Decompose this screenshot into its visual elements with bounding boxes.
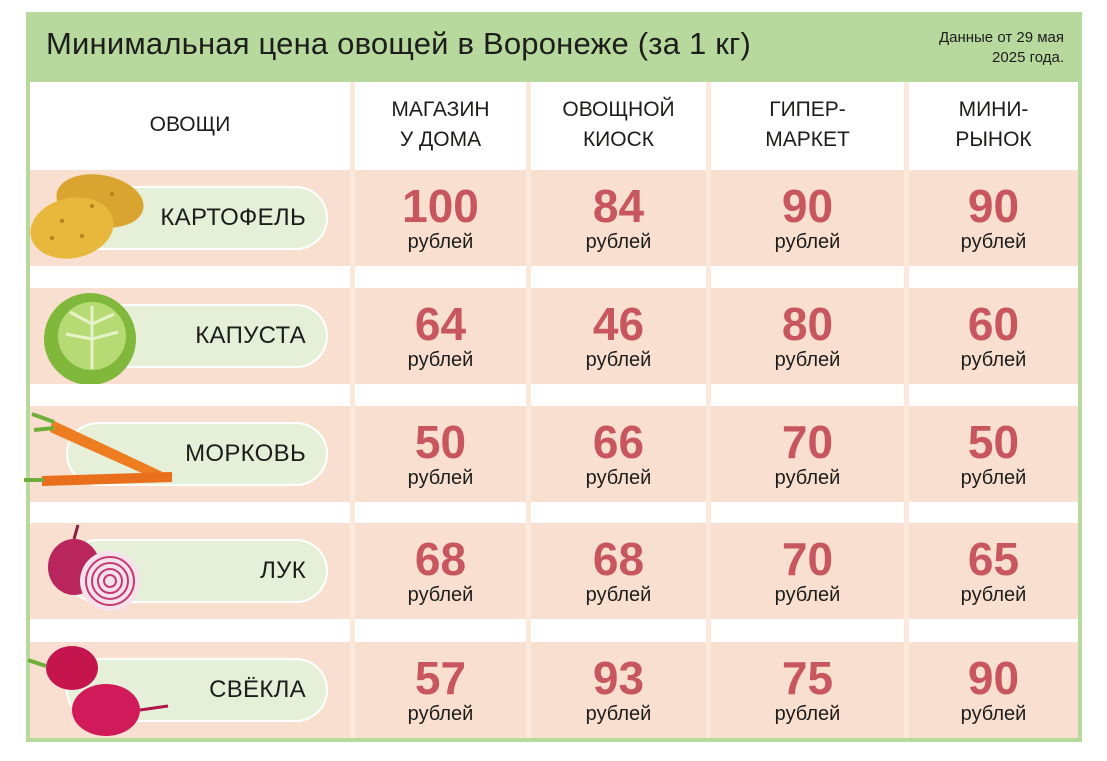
price-value: 68: [414, 533, 467, 585]
price-value: 50: [967, 416, 1020, 468]
price-unit: рублей: [774, 349, 841, 371]
price-value: 90: [781, 180, 834, 232]
price-unit: рублей: [585, 703, 652, 725]
price-cell: 66 рублей: [531, 406, 706, 502]
column-divider: [904, 82, 909, 738]
price-value: 84: [592, 180, 645, 232]
price-value: 64: [414, 298, 467, 350]
price-cell: 68 рублей: [355, 523, 526, 619]
price-cell: 93 рублей: [531, 642, 706, 738]
price-unit: рублей: [407, 703, 474, 725]
column-header: МАГАЗИН У ДОМА: [355, 82, 526, 168]
column-divider: [350, 82, 355, 738]
carrot-icon: [22, 402, 172, 507]
price-value: 70: [781, 533, 834, 585]
price-unit: рублей: [585, 467, 652, 489]
price-cell: 70 рублей: [711, 523, 904, 619]
price-cell: 68 рублей: [531, 523, 706, 619]
row-header: ОВОЩИ: [149, 113, 231, 136]
price-unit: рублей: [960, 467, 1027, 489]
column-header-line1: МИНИ-: [958, 98, 1029, 121]
date-note-line1: Данные от 29 мая: [938, 29, 1064, 46]
price-cell: 90 рублей: [711, 170, 904, 266]
onion-icon: [22, 519, 172, 624]
price-unit: рублей: [585, 584, 652, 606]
price-value: 75: [781, 652, 834, 704]
column-header-line2: У ДОМА: [399, 128, 482, 151]
price-unit: рублей: [960, 349, 1027, 371]
beetroot-icon: [22, 638, 172, 743]
price-value: 57: [414, 652, 467, 704]
column-divider: [526, 82, 531, 738]
vegetable-name: СВЁКЛА: [209, 676, 306, 703]
date-note-line2: 2025 года.: [992, 49, 1064, 66]
price-unit: рублей: [960, 231, 1027, 253]
date-note: Данные от 29 мая 2025 года.: [864, 28, 1064, 68]
price-unit: рублей: [585, 231, 652, 253]
price-unit: рублей: [960, 584, 1027, 606]
column-divider: [706, 82, 711, 738]
vegetable-name: КАРТОФЕЛЬ: [160, 204, 306, 231]
price-cell: 75 рублей: [711, 642, 904, 738]
table-frame: Минимальная цена овощей в Воронеже (за 1…: [24, 12, 1082, 742]
price-unit: рублей: [407, 231, 474, 253]
header: Минимальная цена овощей в Воронеже (за 1…: [26, 12, 1082, 82]
price-cell: 57 рублей: [355, 642, 526, 738]
price-cell: 100 рублей: [355, 170, 526, 266]
price-value: 46: [592, 298, 645, 350]
price-cell: 90 рублей: [909, 170, 1078, 266]
column-header: ГИПЕР- МАРКЕТ: [711, 82, 904, 168]
price-value: 90: [967, 652, 1020, 704]
price-value: 65: [967, 533, 1020, 585]
price-value: 50: [414, 416, 467, 468]
vegetable-name: КАПУСТА: [195, 322, 306, 349]
price-unit: рублей: [774, 231, 841, 253]
column-header-line1: ГИПЕР-: [769, 98, 846, 121]
price-value: 68: [592, 533, 645, 585]
price-value: 70: [781, 416, 834, 468]
price-unit: рублей: [407, 584, 474, 606]
price-value: 80: [781, 298, 834, 350]
price-value: 66: [592, 416, 645, 468]
price-unit: рублей: [407, 467, 474, 489]
price-unit: рублей: [960, 703, 1027, 725]
column-header-line2: РЫНОК: [955, 128, 1032, 151]
column-header: МИНИ- РЫНОК: [909, 82, 1078, 168]
page-title: Минимальная цена овощей в Воронеже (за 1…: [46, 26, 751, 61]
price-cell: 64 рублей: [355, 288, 526, 384]
price-unit: рублей: [774, 467, 841, 489]
price-value: 93: [592, 652, 645, 704]
column-header-line1: МАГАЗИН: [391, 98, 490, 121]
cabbage-icon: [22, 284, 172, 389]
price-table: ОВОЩИ МАГАЗИН У ДОМА ОВОЩНОЙ КИОСК ГИПЕР- МАР…: [24, 82, 1078, 738]
column-header-line2: МАРКЕТ: [765, 128, 850, 151]
price-cell: 46 рублей: [531, 288, 706, 384]
price-unit: рублей: [774, 703, 841, 725]
price-cell: 84 рублей: [531, 170, 706, 266]
column-header-line1: ОВОЩНОЙ: [562, 98, 675, 121]
price-cell: 80 рублей: [711, 288, 904, 384]
column-header: ОВОЩНОЙ КИОСК: [531, 82, 706, 168]
potato-icon: [22, 166, 172, 271]
price-cell: 50 рублей: [909, 406, 1078, 502]
price-unit: рублей: [774, 584, 841, 606]
price-unit: рублей: [407, 349, 474, 371]
price-cell: 65 рублей: [909, 523, 1078, 619]
vegetable-name: ЛУК: [260, 557, 306, 584]
price-cell: 50 рублей: [355, 406, 526, 502]
column-header-line2: КИОСК: [582, 128, 655, 151]
price-value: 100: [402, 180, 479, 232]
price-cell: 70 рублей: [711, 406, 904, 502]
price-value: 60: [967, 298, 1020, 350]
price-cell: 90 рублей: [909, 642, 1078, 738]
vegetable-name: МОРКОВЬ: [185, 440, 306, 467]
price-cell: 60 рублей: [909, 288, 1078, 384]
price-value: 90: [967, 180, 1020, 232]
price-unit: рублей: [585, 349, 652, 371]
